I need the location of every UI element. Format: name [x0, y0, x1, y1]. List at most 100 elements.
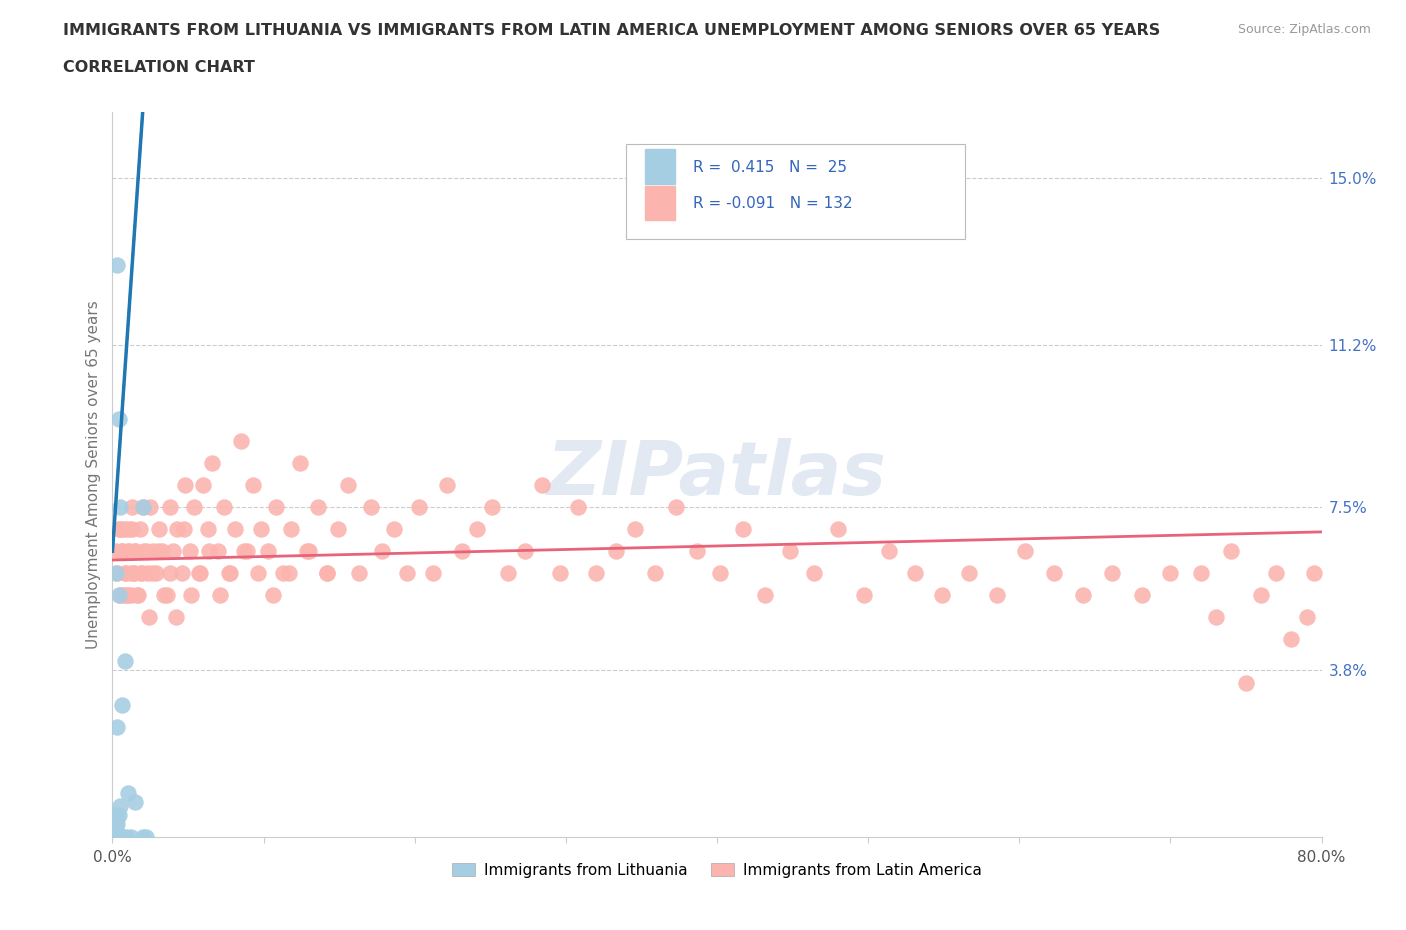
Point [120, 830, 142, 844]
Point [125, 588, 148, 603]
Point [129, 565, 152, 580]
Point [103, 807, 125, 822]
Point [104, 817, 127, 831]
Point [108, 522, 131, 537]
Point [337, 478, 360, 493]
Point [1234, 676, 1257, 691]
Point [567, 499, 589, 514]
Point [585, 565, 607, 580]
Point [180, 588, 202, 603]
Point [142, 544, 165, 559]
Point [297, 544, 319, 559]
Point [298, 544, 321, 559]
Point [108, 830, 131, 844]
Point [904, 565, 927, 580]
Point [115, 830, 138, 844]
Point [104, 830, 127, 844]
Text: Source: ZipAtlas.com: Source: ZipAtlas.com [1237, 23, 1371, 36]
Point [396, 565, 419, 580]
Point [224, 522, 246, 537]
Point [422, 565, 444, 580]
Point [117, 544, 139, 559]
Point [105, 807, 128, 822]
Point [127, 588, 149, 603]
Point [347, 565, 370, 580]
Point [197, 522, 219, 537]
Point [214, 499, 236, 514]
Point [280, 522, 302, 537]
Point [233, 544, 256, 559]
Point [191, 478, 214, 493]
Point [183, 499, 205, 514]
Point [121, 522, 143, 537]
Point [159, 565, 181, 580]
Point [1303, 565, 1326, 580]
Point [852, 588, 875, 603]
Point [754, 588, 776, 603]
Point [219, 565, 242, 580]
Point [229, 434, 252, 449]
Point [1071, 588, 1094, 603]
Point [138, 610, 160, 625]
Point [278, 565, 301, 580]
Point [107, 588, 129, 603]
Point [1295, 610, 1317, 625]
Point [1189, 565, 1212, 580]
Point [122, 565, 145, 580]
Point [141, 565, 163, 580]
Point [108, 588, 131, 603]
FancyBboxPatch shape [644, 186, 675, 220]
Point [112, 522, 135, 537]
Point [986, 588, 1008, 603]
Point [107, 807, 129, 822]
Y-axis label: Unemployment Among Seniors over 65 years: Unemployment Among Seniors over 65 years [86, 300, 101, 649]
Point [107, 830, 129, 844]
Point [112, 830, 135, 844]
Text: CORRELATION CHART: CORRELATION CHART [63, 60, 254, 75]
Point [316, 565, 339, 580]
Point [288, 456, 311, 471]
FancyBboxPatch shape [626, 144, 965, 239]
Point [187, 565, 209, 580]
Point [326, 522, 349, 537]
Point [513, 544, 536, 559]
Point [135, 830, 157, 844]
Point [115, 588, 138, 603]
Point [108, 799, 131, 814]
Point [686, 544, 709, 559]
Point [165, 610, 187, 625]
Point [118, 522, 141, 537]
Point [136, 565, 159, 580]
Point [145, 565, 167, 580]
Point [827, 522, 849, 537]
Text: R = -0.091   N = 132: R = -0.091 N = 132 [693, 196, 852, 211]
Point [307, 499, 329, 514]
Point [188, 565, 211, 580]
Point [148, 522, 170, 537]
Point [931, 588, 953, 603]
Point [114, 654, 136, 669]
Point [170, 565, 193, 580]
Point [150, 544, 173, 559]
Point [124, 544, 146, 559]
Point [207, 544, 229, 559]
Point [198, 544, 221, 559]
Point [124, 794, 146, 809]
Point [236, 544, 259, 559]
Point [218, 565, 240, 580]
Point [481, 499, 503, 514]
Point [135, 544, 157, 559]
Point [105, 817, 128, 831]
Point [249, 522, 271, 537]
Point [436, 478, 458, 493]
Point [201, 456, 224, 471]
Point [110, 544, 132, 559]
Point [624, 522, 647, 537]
Point [129, 565, 152, 580]
Point [159, 499, 181, 514]
Point [103, 830, 125, 844]
Point [360, 499, 382, 514]
Point [120, 588, 142, 603]
Point [132, 499, 155, 514]
Point [105, 565, 128, 580]
